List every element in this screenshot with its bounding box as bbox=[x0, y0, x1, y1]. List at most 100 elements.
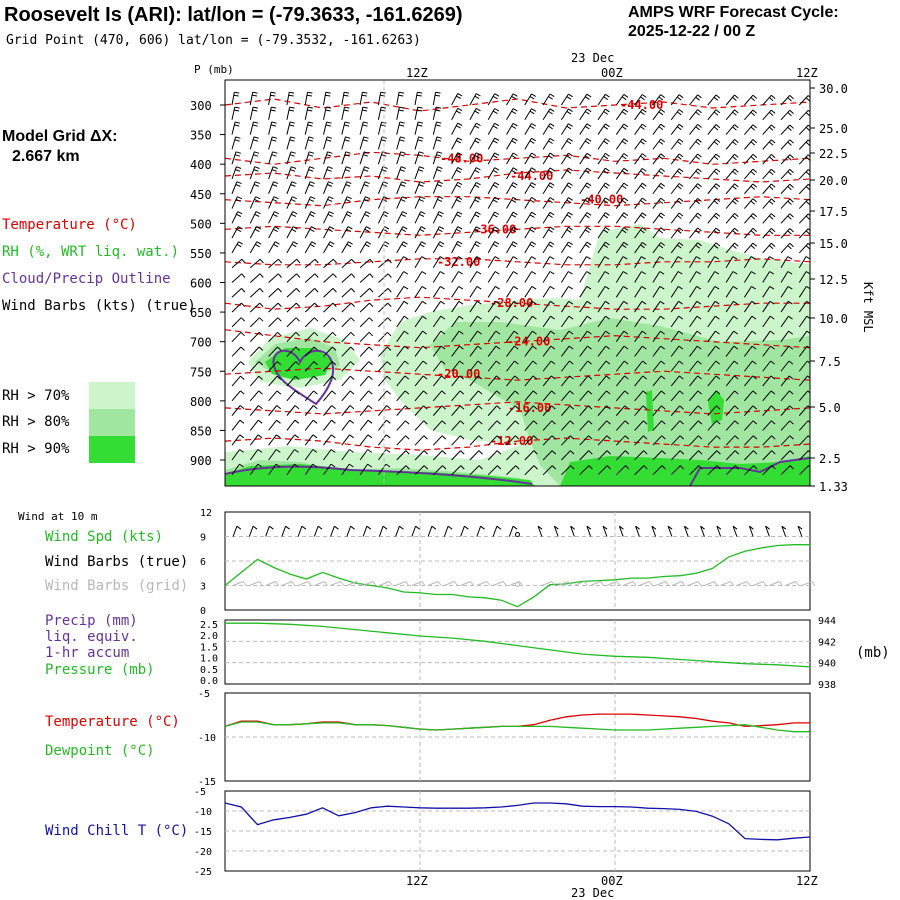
wind-barb bbox=[341, 375, 355, 387]
wind-barb bbox=[359, 434, 373, 446]
wind-barb bbox=[359, 419, 373, 431]
wind-barb bbox=[597, 212, 610, 224]
wind-barb bbox=[432, 256, 445, 268]
wind-barb bbox=[469, 285, 482, 298]
wind-barb-true bbox=[508, 525, 518, 537]
wind-barb bbox=[780, 169, 794, 180]
wind-barb bbox=[762, 242, 776, 254]
wind-barb bbox=[615, 465, 630, 476]
wind-barb bbox=[414, 330, 427, 342]
wind-barb bbox=[689, 375, 702, 387]
wind-barb bbox=[268, 346, 282, 357]
wind-barb bbox=[396, 166, 406, 180]
wind-barb bbox=[670, 345, 684, 357]
wind-barb bbox=[451, 345, 464, 357]
wind-barb bbox=[524, 315, 537, 328]
wind-barb bbox=[579, 360, 592, 372]
wind-barb bbox=[432, 136, 442, 150]
wind-barb bbox=[762, 360, 775, 372]
wind-barb bbox=[744, 168, 758, 180]
wind-barb bbox=[249, 317, 264, 328]
wind-barb bbox=[268, 241, 280, 254]
wind-barb bbox=[396, 390, 410, 402]
wind-barb bbox=[249, 463, 263, 476]
wind-barb bbox=[780, 124, 794, 135]
wind-barb bbox=[743, 285, 756, 298]
wind-barb bbox=[560, 182, 573, 195]
wind-barb bbox=[341, 181, 352, 194]
wind-barb-true bbox=[553, 525, 559, 537]
wind-barb bbox=[542, 137, 555, 150]
wind-barb bbox=[707, 315, 720, 328]
wind-barb bbox=[798, 139, 810, 150]
wind-barb bbox=[249, 196, 261, 209]
wind-barb bbox=[560, 226, 573, 239]
wind-barb bbox=[597, 108, 610, 121]
wind-barb bbox=[414, 300, 427, 313]
temperature-contour-line bbox=[225, 367, 810, 381]
chill-tick: -25 bbox=[194, 867, 212, 878]
wind-barb bbox=[469, 152, 481, 165]
wind-barb bbox=[597, 241, 610, 254]
wind-barb bbox=[670, 390, 684, 402]
wind-barb bbox=[396, 136, 406, 150]
wind-barb bbox=[304, 273, 319, 283]
wind-barb bbox=[615, 241, 629, 254]
wind-barb bbox=[414, 91, 423, 106]
wind-barb bbox=[506, 271, 518, 283]
wind-barb bbox=[451, 285, 464, 298]
wind-barb bbox=[323, 258, 337, 269]
wind-barb bbox=[762, 450, 776, 461]
wind-barb bbox=[323, 241, 335, 254]
wind-barb bbox=[597, 300, 610, 313]
wind-barb-grid bbox=[249, 581, 263, 586]
wind-barb bbox=[634, 315, 647, 328]
wind-barb bbox=[798, 154, 810, 165]
pressure-tick-300: 300 bbox=[190, 99, 212, 113]
wind-barb bbox=[378, 331, 392, 343]
wind-barb bbox=[652, 450, 666, 461]
wind-barb bbox=[560, 167, 573, 180]
wind-barb bbox=[304, 419, 318, 431]
wind-barb bbox=[323, 390, 337, 402]
wind-barb bbox=[670, 94, 684, 106]
wind-barb bbox=[707, 227, 721, 239]
wind-barb bbox=[414, 256, 427, 268]
wind-barb bbox=[560, 123, 573, 135]
wind-barb bbox=[561, 360, 574, 372]
wind-barb bbox=[780, 450, 794, 461]
wind-barb bbox=[469, 211, 481, 224]
wind-barb bbox=[231, 302, 246, 313]
wind-barb bbox=[524, 345, 537, 357]
wind-barb bbox=[451, 107, 463, 121]
time-tick-top-0: 12Z bbox=[406, 66, 428, 80]
rh-70-swatch bbox=[89, 382, 135, 409]
pressure-tick-700: 700 bbox=[190, 336, 212, 350]
wind-barb-true bbox=[667, 525, 673, 537]
wind-barb bbox=[469, 330, 482, 342]
wind-barb bbox=[432, 151, 443, 165]
wind-barb bbox=[506, 211, 518, 224]
wind-barb bbox=[231, 449, 244, 461]
wind-barb bbox=[231, 181, 242, 194]
wind-barb bbox=[268, 317, 282, 328]
wind-barb bbox=[634, 285, 647, 298]
wind-barb bbox=[707, 285, 720, 298]
wind-barb bbox=[432, 465, 447, 476]
wind-barb bbox=[744, 213, 758, 224]
wind-barb bbox=[323, 136, 333, 150]
height-tick-1: 25.0 bbox=[819, 122, 848, 136]
wind-barb-grid bbox=[427, 581, 442, 586]
wind-barb bbox=[469, 93, 481, 106]
chill-tick: -10 bbox=[194, 807, 212, 818]
wind-barb bbox=[469, 405, 483, 416]
wind-barb-grid bbox=[574, 581, 588, 586]
wind-barb bbox=[634, 227, 647, 239]
wind-barb bbox=[414, 226, 426, 239]
wind-barb bbox=[762, 168, 776, 180]
wind-barb-true bbox=[248, 525, 258, 537]
wind-barb bbox=[359, 151, 370, 165]
wind-barb bbox=[323, 361, 337, 372]
wind-barb bbox=[524, 108, 537, 121]
wind-barb bbox=[323, 419, 336, 431]
